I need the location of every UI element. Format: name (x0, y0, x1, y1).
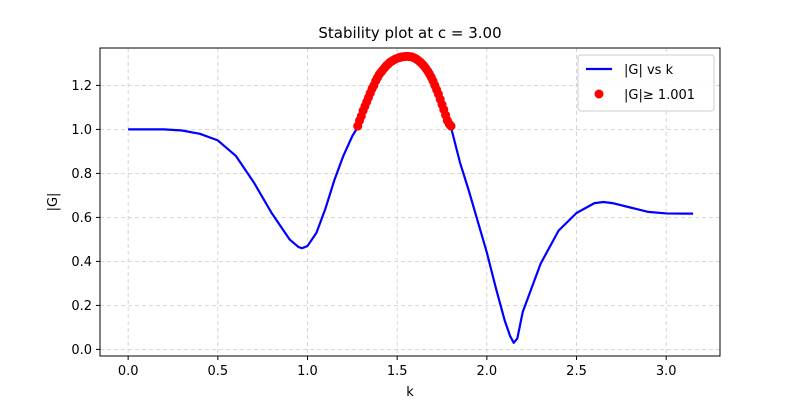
tick-layer: 0.0 0.5 1.0 1.5 2.0 2.5 3.0 0.0 0.2 0.4 0.6 0.8 1.0 1… (71, 79, 676, 379)
x-tick-label: 0.5 (207, 364, 228, 379)
y-tick-label: 0.0 (71, 343, 92, 358)
y-tick-label: 0.4 (71, 255, 92, 270)
x-tick-label: 2.0 (477, 364, 498, 379)
y-tick-label: 0.2 (71, 299, 92, 314)
x-tick-label: 3.0 (656, 364, 677, 379)
y-tick-label: 0.8 (71, 167, 92, 182)
x-axis-label: k (406, 385, 414, 400)
chart-title: Stability plot at c = 3.00 (318, 24, 501, 42)
series-layer (128, 51, 694, 344)
y-tick-label: 1.0 (71, 123, 92, 138)
x-tick-label: 1.0 (297, 364, 318, 379)
y-tick-label: 1.2 (71, 79, 92, 94)
legend-label-line: |G| vs k (624, 63, 674, 78)
plot-frame (99, 47, 721, 357)
legend: |G| vs k |G|≥ 1.001 (577, 54, 715, 112)
legend-label-scatter: |G|≥ 1.001 (624, 88, 695, 103)
x-tick-label: 0.0 (118, 364, 139, 379)
x-tick-label: 2.5 (566, 364, 587, 379)
scatter-point (446, 121, 456, 131)
x-tick-label: 1.5 (387, 364, 408, 379)
y-axis-label: |G| (46, 193, 61, 212)
grid-layer (100, 48, 720, 356)
legend-dot-swatch (594, 89, 604, 99)
y-tick-label: 0.6 (71, 211, 92, 226)
